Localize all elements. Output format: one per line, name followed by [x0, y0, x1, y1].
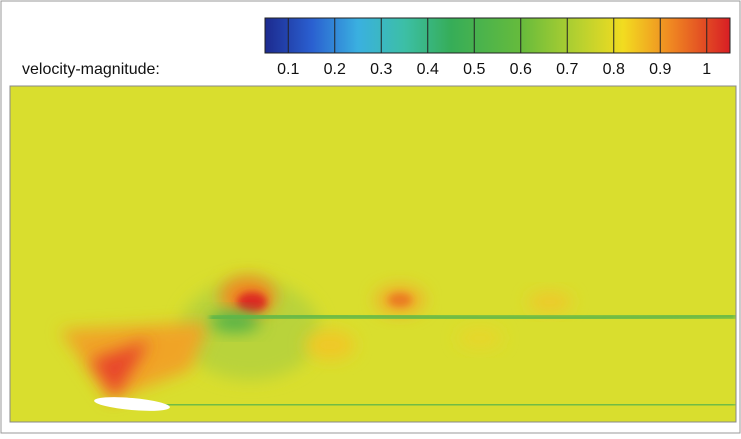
velocity-field [10, 86, 736, 422]
colorbar-tick-label: 0.2 [324, 61, 346, 78]
colorbar-tick-label: 0.3 [370, 61, 392, 78]
colorbar-tick-label: 0.4 [417, 61, 439, 78]
colorbar-tick-label: 0.5 [463, 61, 485, 78]
page: {"chart_data": {"type": "colorbar", "lab… [0, 0, 741, 434]
body: velocity-magnitude: 0.1 0.2 0.3 0.4 0.5 0.6 0.… [0, 0, 741, 434]
colorbar-tick-label: 0.8 [603, 61, 625, 78]
colorbar-tick-label: 0.1 [277, 61, 299, 78]
chart: velocity-magnitude: 0.1 0.2 0.3 0.4 0.5 0.6 0.… [0, 0, 741, 434]
colorbar-label: velocity-magnitude: [22, 61, 160, 78]
colorbar-tick-label: 0.9 [649, 61, 671, 78]
colorbar-tick-label: 0.6 [510, 61, 532, 78]
colorbar-tick-label: 0.7 [556, 61, 578, 78]
colorbar-tick-label: 1 [702, 61, 711, 78]
